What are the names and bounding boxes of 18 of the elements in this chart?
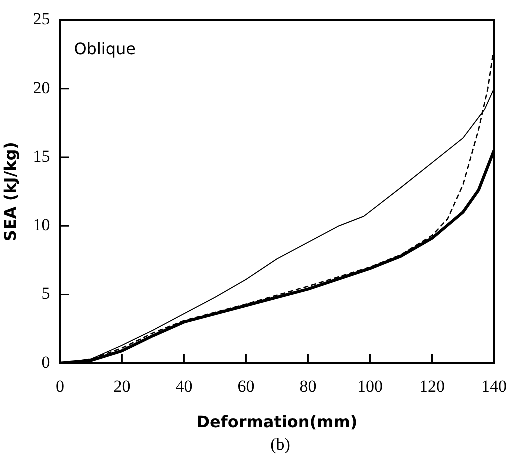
x-tick-label: 140: [482, 377, 507, 396]
y-tick-label: 0: [42, 352, 50, 372]
text: (b): [270, 435, 292, 455]
x-tick-label: 20: [114, 377, 131, 396]
annotation: Oblique: [74, 39, 136, 58]
x-tick-label: 0: [56, 377, 64, 396]
y-tick-label: 25: [33, 10, 50, 29]
x-tick-label: 100: [357, 377, 383, 396]
y-tick-label: 5: [42, 284, 50, 304]
y-axis-title: SEA (kJ/kg): [0, 142, 20, 242]
x-axis-title: Deformation(mm): [196, 412, 358, 432]
y-tick-label: 20: [33, 78, 50, 98]
y-tick-label: 10: [33, 216, 50, 235]
y-tick-label: 15: [33, 146, 50, 166]
x-tick-label: 80: [300, 377, 317, 396]
x-tick-label: 120: [419, 377, 445, 396]
x-tick-label: 60: [238, 377, 255, 396]
x-tick-label: 40: [176, 377, 193, 396]
